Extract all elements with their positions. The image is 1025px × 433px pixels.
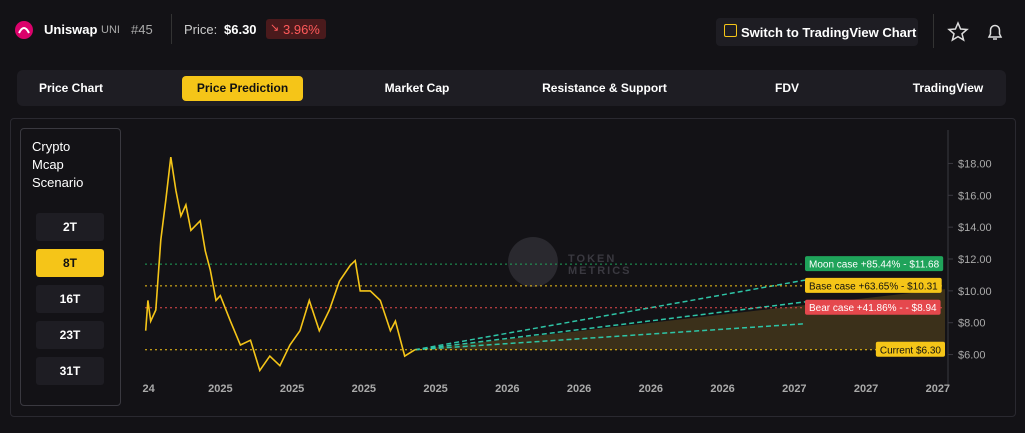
level-label: Current $6.30 — [875, 341, 945, 357]
divider — [171, 14, 172, 44]
scenario-option[interactable]: 31T — [36, 357, 104, 385]
tab[interactable]: Price Chart — [38, 81, 104, 95]
x-tick-label: 2025 — [208, 383, 232, 395]
divider — [933, 14, 934, 48]
change-value: 3.96% — [283, 22, 320, 37]
level-label: Bear case +41.86% - - $8.94 — [805, 299, 941, 315]
y-tick-label: $16.00 — [958, 190, 992, 202]
tradingview-button[interactable]: Switch to TradingView Chart — [716, 18, 918, 46]
label-box — [805, 277, 942, 293]
x-tick-label: 2027 — [854, 383, 878, 395]
change-badge: ↘ 3.96% — [266, 19, 326, 39]
x-tick-label: 2026 — [710, 383, 734, 395]
y-tick-label: $12.00 — [958, 254, 992, 266]
watermark-logo — [508, 237, 558, 287]
watermark: TOKEN — [568, 253, 616, 265]
y-tick-label: $14.00 — [958, 222, 992, 234]
tab[interactable]: FDV — [775, 81, 799, 95]
x-tick-label: 2026 — [567, 383, 591, 395]
projection-line — [414, 301, 806, 351]
scenario-option[interactable]: 23T — [36, 321, 104, 349]
label-text: Base case +63.65% - $10.31 — [809, 281, 938, 292]
coin-name: Uniswap — [44, 22, 98, 37]
level-label: Base case +63.65% - $10.31 — [805, 277, 942, 293]
level-label: Moon case +85.44% - $11.68 — [805, 256, 944, 272]
x-tick-label: 2027 — [926, 383, 950, 395]
price-label: Price: — [184, 22, 218, 37]
y-tick-label: $8.00 — [958, 318, 986, 330]
coin-rank: #45 — [131, 22, 153, 37]
scenario-panel: Crypto Mcap Scenario 2T 8T 16T 23T 31T — [20, 128, 121, 406]
tab-bar: Price Chart Price Prediction Market Cap Res… — [17, 70, 1006, 106]
tab[interactable]: Price Prediction — [182, 76, 303, 101]
chart-panel — [10, 118, 1016, 417]
tab[interactable]: Resistance & Support — [542, 81, 667, 95]
tab[interactable]: TradingView — [912, 81, 984, 95]
price: $6.30 — [224, 22, 257, 37]
y-tick-label: $6.00 — [958, 350, 986, 362]
tab[interactable]: Market Cap — [384, 81, 450, 95]
x-tick-label: 24 — [142, 383, 155, 395]
star-button[interactable] — [947, 21, 969, 43]
x-tick-label: 2027 — [782, 383, 806, 395]
label-text: Moon case +85.44% - $11.68 — [809, 260, 940, 271]
x-tick-label: 2025 — [280, 383, 304, 395]
logo — [15, 21, 33, 39]
scenario-title: Crypto Mcap Scenario — [32, 139, 84, 190]
price-line — [144, 156, 416, 373]
label-box — [875, 341, 945, 357]
scenario-option[interactable]: 16T — [36, 285, 104, 313]
projection-line — [414, 322, 806, 351]
y-tick-label: $10.00 — [958, 286, 992, 298]
x-tick-label: 2026 — [639, 383, 663, 395]
coin-symbol: UNI — [101, 24, 120, 36]
chart-icon — [724, 24, 737, 37]
scenario-option[interactable]: 8T — [36, 249, 104, 277]
x-tick-label: 2026 — [495, 383, 519, 395]
label-text: Bear case +41.86% - - $8.94 — [809, 303, 937, 314]
watermark: METRICS — [568, 265, 632, 277]
label-box — [805, 299, 941, 315]
label-box — [805, 256, 944, 272]
down-arrow: ↘ — [270, 22, 280, 34]
projection-line — [414, 279, 806, 351]
label-text: Current $6.30 — [880, 345, 942, 356]
button-label: Switch to TradingView Chart — [741, 25, 917, 40]
scenario-option[interactable]: 2T — [36, 213, 104, 241]
y-tick-label: $18.00 — [958, 158, 992, 170]
x-tick-label: 2025 — [352, 383, 376, 395]
x-tick-label: 2025 — [423, 383, 447, 395]
bell-button[interactable] — [985, 22, 1005, 42]
